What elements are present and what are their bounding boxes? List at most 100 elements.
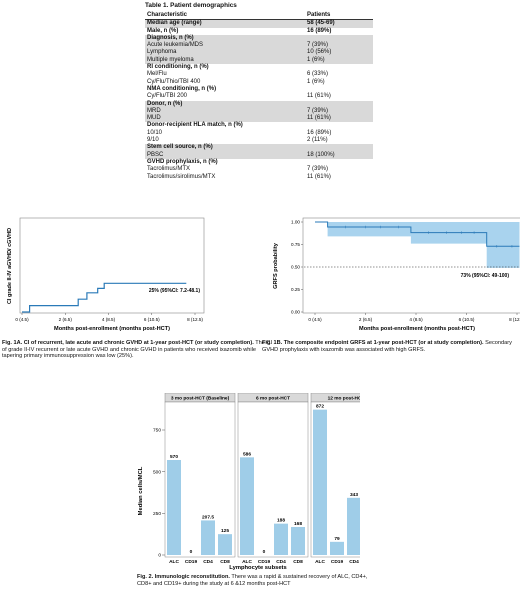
table-cell-value: 1 (6%) bbox=[307, 78, 325, 85]
table-cell-label: Mel/Flu bbox=[147, 71, 167, 78]
table-row: Tacrolimus/sirolimus/MTX 11 (61%) bbox=[145, 174, 373, 181]
table-row: Stem cell source, n (%) bbox=[145, 144, 373, 152]
table-cell-value: 7 (39%) bbox=[305, 42, 373, 50]
table-row: GVHD prophylaxis, n (%) bbox=[145, 159, 373, 166]
table-cell-value: 11 (61%) bbox=[305, 115, 373, 123]
fig1a-x-tick-label: 6 (10.5) bbox=[144, 317, 160, 322]
fig2-category-label: ALC bbox=[242, 559, 252, 565]
table-cell-value bbox=[305, 100, 373, 108]
fig1b-step-line bbox=[315, 221, 520, 247]
table-cell-value: 11 (61%) bbox=[307, 173, 331, 180]
fig2-category-label: CD19 bbox=[185, 559, 198, 565]
fig2-chart: 3 mo post-HCT (Baseline) 570 ALC 0 CD19 207.5… bbox=[138, 393, 360, 571]
table-cell-value bbox=[305, 122, 373, 129]
fig2-category-label: CD19 bbox=[331, 559, 344, 565]
table-cell-value: 7 (39%) bbox=[305, 107, 373, 116]
fig1b-y-tick-label: 0.25 bbox=[291, 287, 300, 292]
table-header-cell: Characteristic bbox=[145, 12, 305, 21]
table-row: 9/10 2 (11%) bbox=[145, 137, 373, 144]
fig1b-y-tick-label: 0.75 bbox=[291, 242, 300, 247]
fig2-y-tick-label: 250 bbox=[153, 511, 161, 517]
table-cell-value bbox=[305, 144, 373, 152]
table-row: Donor, n (%) bbox=[145, 100, 373, 108]
fig2-bar-label: 586 bbox=[243, 451, 251, 457]
table-row: RI conditioning, n (%) bbox=[145, 64, 373, 71]
fig2-bar bbox=[274, 523, 288, 555]
fig2-bar-label: 872 bbox=[316, 404, 324, 410]
fig1a-y-label: CI grade II-IV aGVHD/ cGVHD bbox=[7, 228, 13, 304]
table-cell-value: 6 (33%) bbox=[307, 71, 329, 78]
table-row: Male, n (%) 16 (89%) bbox=[145, 28, 373, 35]
table-cell-label: Lymphoma bbox=[145, 49, 305, 57]
fig1a-chart: 0 (4.5) 2 (6.5) 4 (8.5) 6 (10.5) 8 (12.5) 25… bbox=[7, 217, 205, 332]
table-row: Diagnosis, n (%) bbox=[145, 34, 373, 43]
fig2-category-label: CD4 bbox=[349, 559, 359, 565]
table-cell-label: Cy/Flu/Thio/TBI 400 bbox=[147, 78, 201, 85]
table-cell-value: 10 (56%) bbox=[305, 49, 373, 57]
fig2-bar bbox=[330, 541, 344, 555]
fig2-category-label: ALC bbox=[315, 559, 325, 565]
fig2-bar-label: 207.5 bbox=[202, 514, 214, 520]
fig2-y-tick-label: 750 bbox=[153, 428, 161, 434]
table-header-row: Characteristic Patients bbox=[145, 12, 373, 21]
fig2-category-label: CD8 bbox=[220, 559, 230, 565]
fig1b-y-tick-label: 1.00 bbox=[291, 220, 300, 225]
fig1a-x-tick-label: 2 (6.5) bbox=[59, 317, 73, 322]
table-cell-label: MRD bbox=[145, 107, 305, 116]
fig2-bar-label: 570 bbox=[170, 454, 178, 460]
fig2-bar-label: 168 bbox=[294, 521, 302, 527]
table-cell-label: Diagnosis, n (%) bbox=[145, 34, 305, 43]
fig1b-x-tick-label: 6 (10.5) bbox=[459, 317, 475, 322]
fig1b-chart: 0 (4.5) 2 (6.5) 4 (8.5) 6 (10.5) 8 (12.5) 0.0… bbox=[273, 217, 520, 332]
fig2-panel-title: 12 mo post-HCT bbox=[328, 395, 360, 401]
fig1b-y-label: GRFS probability bbox=[273, 242, 279, 289]
table-cell-label: Tacrolimus/MTX bbox=[147, 166, 191, 173]
table-cell-label: Donor-recipient HLA match, n (%) bbox=[147, 122, 243, 129]
fig1a-x-tick-label: 0 (4.5) bbox=[15, 317, 29, 322]
table-cell-label: MUD bbox=[145, 115, 305, 123]
table-cell-label: PBSC bbox=[145, 151, 305, 159]
table-cell-value: 1 (6%) bbox=[305, 56, 373, 65]
table-cell-value bbox=[305, 159, 373, 166]
table-row: Multiple myeloma 1 (6%) bbox=[145, 56, 373, 65]
table-cell-label: Tacrolimus/sirolimus/MTX bbox=[147, 173, 216, 180]
fig2-x-label: Lymphocyte subsets bbox=[229, 565, 286, 571]
table-cell-label: Multiple myeloma bbox=[145, 56, 305, 65]
fig1b-x-tick-label: 0 (4.5) bbox=[308, 317, 322, 322]
table-row: Acute leukemia/MDS 7 (39%) bbox=[145, 42, 373, 50]
fig1a-caption: Fig. 1A. CI of recurrent, late acute and… bbox=[2, 340, 272, 360]
fig1a-caption-text: The CI of grade II-IV recurrent or late … bbox=[2, 340, 273, 360]
fig2-bar bbox=[201, 520, 215, 555]
table-cell-label: 9/10 bbox=[147, 137, 159, 144]
fig1b-caption: Fig. 1B. The composite endpoint GRFS at … bbox=[262, 340, 518, 353]
table-row: Mel/Flu 6 (33%) bbox=[145, 71, 373, 78]
fig2-category-label: CD8 bbox=[293, 559, 303, 565]
fig2-category-label: ALC bbox=[169, 559, 179, 565]
table-row: PBSC 18 (100%) bbox=[145, 151, 373, 159]
fig2-panel-title: 3 mo post-HCT (Baseline) bbox=[171, 395, 230, 401]
table-row: Tacrolimus/MTX 7 (39%) bbox=[145, 166, 373, 173]
table-row: Donor-recipient HLA match, n (%) bbox=[145, 122, 373, 129]
table-cell-label: GVHD prophylaxis, n (%) bbox=[147, 158, 218, 165]
table-cell-label: Acute leukemia/MDS bbox=[145, 42, 305, 50]
table-row: NMA conditioning, n (%) bbox=[145, 86, 373, 93]
table-cell-value bbox=[305, 34, 373, 43]
table-cell-value: 2 (11%) bbox=[307, 137, 328, 144]
fig2-bar bbox=[313, 409, 327, 555]
table-cell-value: 16 (89%) bbox=[307, 129, 332, 136]
table-cell-label: Median age (range) bbox=[145, 19, 305, 28]
table-cell-value: 18 (100%) bbox=[305, 151, 373, 159]
table-cell-label: Stem cell source, n (%) bbox=[145, 144, 305, 152]
table-header-cell: Patients bbox=[305, 12, 373, 21]
table-cell-label: NMA conditioning, n (%) bbox=[147, 85, 217, 92]
fig2-bar-label: 0 bbox=[263, 549, 266, 555]
table-row: MRD 7 (39%) bbox=[145, 107, 373, 116]
fig1b-x-tick-label: 2 (6.5) bbox=[359, 317, 373, 322]
table-title: Table 1. Patient demographics bbox=[145, 2, 237, 9]
fig1a-x-label: Months post-enrollment (months post-HCT) bbox=[54, 326, 170, 332]
table-row: Median age (range) 58 (45-69) bbox=[145, 19, 373, 28]
table-cell-label: RI conditioning, n (%) bbox=[147, 64, 209, 71]
fig2-bar-label: 0 bbox=[190, 549, 193, 555]
table-cell-label: Donor, n (%) bbox=[145, 100, 305, 108]
fig2-category-label: CD4 bbox=[203, 559, 213, 565]
